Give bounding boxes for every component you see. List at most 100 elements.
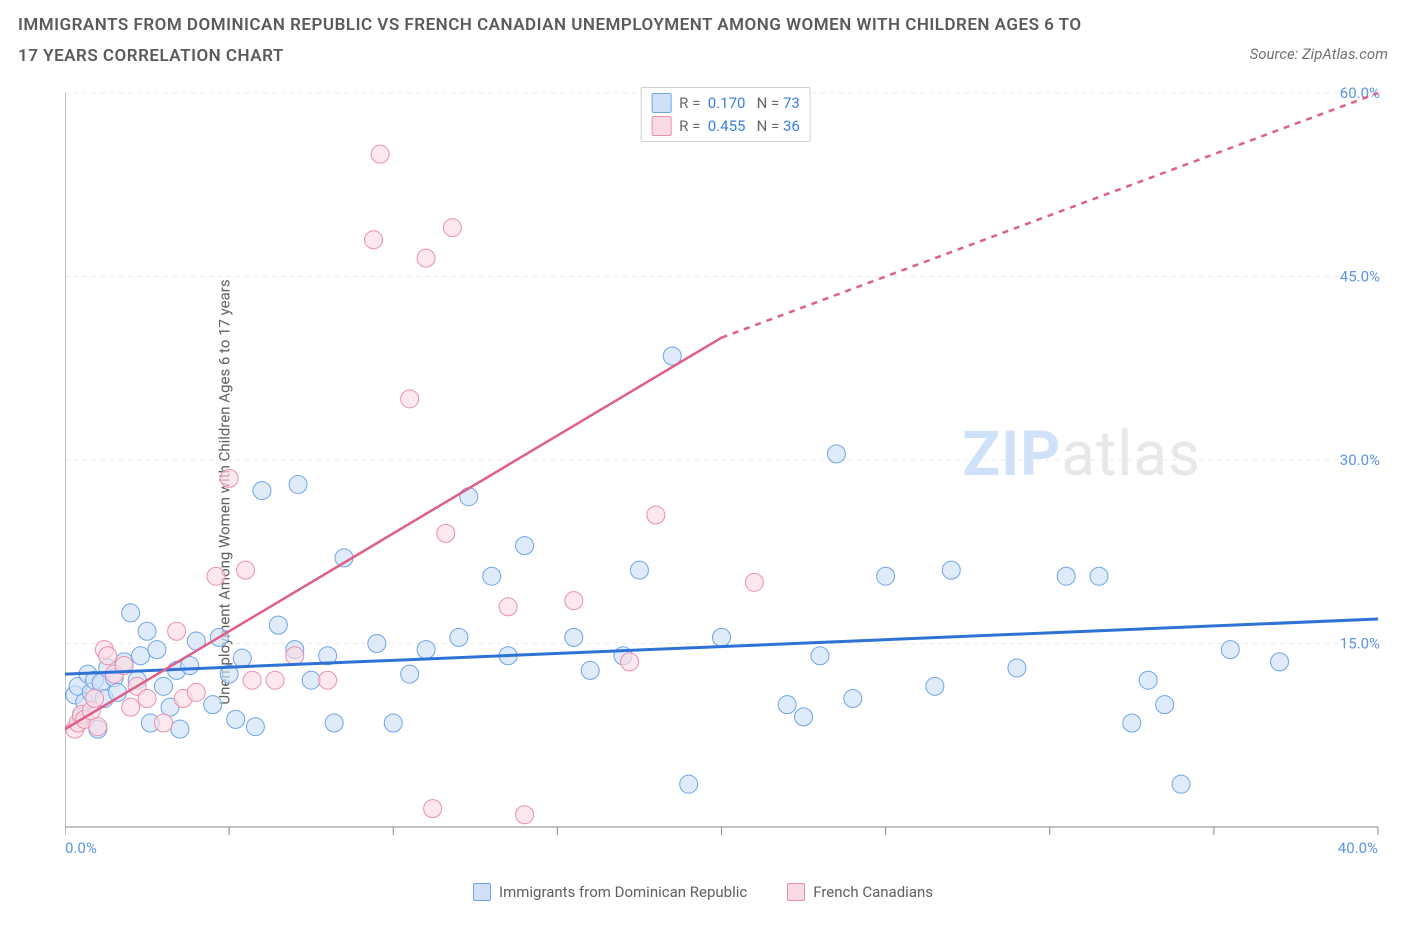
data-point <box>325 714 343 732</box>
data-point <box>243 671 261 689</box>
data-point <box>424 800 442 818</box>
data-point <box>1271 653 1289 671</box>
series-legend-label: French Canadians <box>813 883 933 901</box>
data-point <box>365 231 383 249</box>
data-point <box>86 690 104 708</box>
data-point <box>122 698 140 716</box>
data-point <box>713 629 731 647</box>
data-point <box>371 145 389 163</box>
data-point <box>89 718 107 736</box>
data-point <box>1008 659 1026 677</box>
legend-swatch <box>651 116 671 136</box>
x-tick-label: 40.0% <box>1338 839 1378 857</box>
data-point <box>289 476 307 494</box>
data-point <box>942 561 960 579</box>
data-point <box>401 665 419 683</box>
data-point <box>401 390 419 408</box>
trend-line <box>65 619 1378 674</box>
chart-header: IMMIGRANTS FROM DOMINICAN REPUBLIC VS FR… <box>0 0 1406 77</box>
data-point <box>286 647 304 665</box>
data-point <box>138 622 156 640</box>
data-point <box>745 574 763 592</box>
legend-stats: R = 0.170 N = 73 <box>679 92 800 115</box>
data-point <box>207 567 225 585</box>
data-point <box>417 249 435 267</box>
y-tick-label: 30.0% <box>1340 451 1380 469</box>
data-point <box>499 598 517 616</box>
data-point <box>269 616 287 634</box>
data-point <box>246 718 264 736</box>
data-point <box>647 506 665 524</box>
data-point <box>844 690 862 708</box>
chart-source: Source: ZipAtlas.com <box>1250 45 1388 71</box>
data-point <box>581 662 599 680</box>
chart-title: IMMIGRANTS FROM DOMINICAN REPUBLIC VS FR… <box>18 10 1098 71</box>
x-tick-label: 0.0% <box>65 839 97 857</box>
y-tick-label: 15.0% <box>1340 635 1380 653</box>
data-point <box>1221 641 1239 659</box>
data-point <box>437 525 455 543</box>
data-point <box>516 806 534 824</box>
legend-row: R = 0.455 N = 36 <box>651 115 800 138</box>
data-point <box>138 690 156 708</box>
data-point <box>778 696 796 714</box>
y-tick-label: 45.0% <box>1340 268 1380 286</box>
series-legend-item: Immigrants from Dominican Republic <box>473 883 747 901</box>
data-point <box>516 537 534 555</box>
data-point <box>443 219 461 237</box>
series-legend: Immigrants from Dominican Republic French… <box>0 883 1406 901</box>
data-point <box>302 671 320 689</box>
chart-area: Unemployment Among Women with Children A… <box>0 77 1406 907</box>
plot-region: 15.0%30.0%45.0%60.0%0.0%40.0% ZIPatlas R… <box>65 87 1386 857</box>
correlation-legend: R = 0.170 N = 73R = 0.455 N = 36 <box>640 87 811 142</box>
legend-swatch <box>651 93 671 113</box>
data-point <box>233 649 251 667</box>
data-point <box>220 470 238 488</box>
data-point <box>171 720 189 738</box>
scatter-plot-svg: 15.0%30.0%45.0%60.0%0.0%40.0% <box>65 87 1386 857</box>
data-point <box>154 714 172 732</box>
data-point <box>827 445 845 463</box>
trend-line <box>65 338 722 729</box>
data-point <box>131 647 149 665</box>
data-point <box>1057 567 1075 585</box>
data-point <box>450 629 468 647</box>
data-point <box>227 711 245 729</box>
data-point <box>204 696 222 714</box>
series-legend-item: French Canadians <box>787 883 933 901</box>
data-point <box>99 647 117 665</box>
data-point <box>621 653 639 671</box>
data-point <box>148 641 166 659</box>
legend-swatch <box>473 883 491 901</box>
data-point <box>565 592 583 610</box>
data-point <box>368 635 386 653</box>
data-point <box>680 775 698 793</box>
data-point <box>1090 567 1108 585</box>
data-point <box>154 678 172 696</box>
data-point <box>122 604 140 622</box>
data-point <box>565 629 583 647</box>
data-point <box>460 488 478 506</box>
data-point <box>1172 775 1190 793</box>
data-point <box>417 641 435 659</box>
data-point <box>630 561 648 579</box>
data-point <box>483 567 501 585</box>
data-point <box>266 671 284 689</box>
data-point <box>926 678 944 696</box>
legend-row: R = 0.170 N = 73 <box>651 92 800 115</box>
data-point <box>795 708 813 726</box>
trend-line-extrapolated <box>722 93 1379 338</box>
data-point <box>253 482 271 500</box>
data-point <box>811 647 829 665</box>
data-point <box>168 622 186 640</box>
data-point <box>384 714 402 732</box>
data-point <box>877 567 895 585</box>
legend-swatch <box>787 883 805 901</box>
data-point <box>1139 671 1157 689</box>
data-point <box>1156 696 1174 714</box>
data-point <box>1123 714 1141 732</box>
data-point <box>237 561 255 579</box>
series-legend-label: Immigrants from Dominican Republic <box>499 883 747 901</box>
data-point <box>319 671 337 689</box>
legend-stats: R = 0.455 N = 36 <box>679 115 800 138</box>
